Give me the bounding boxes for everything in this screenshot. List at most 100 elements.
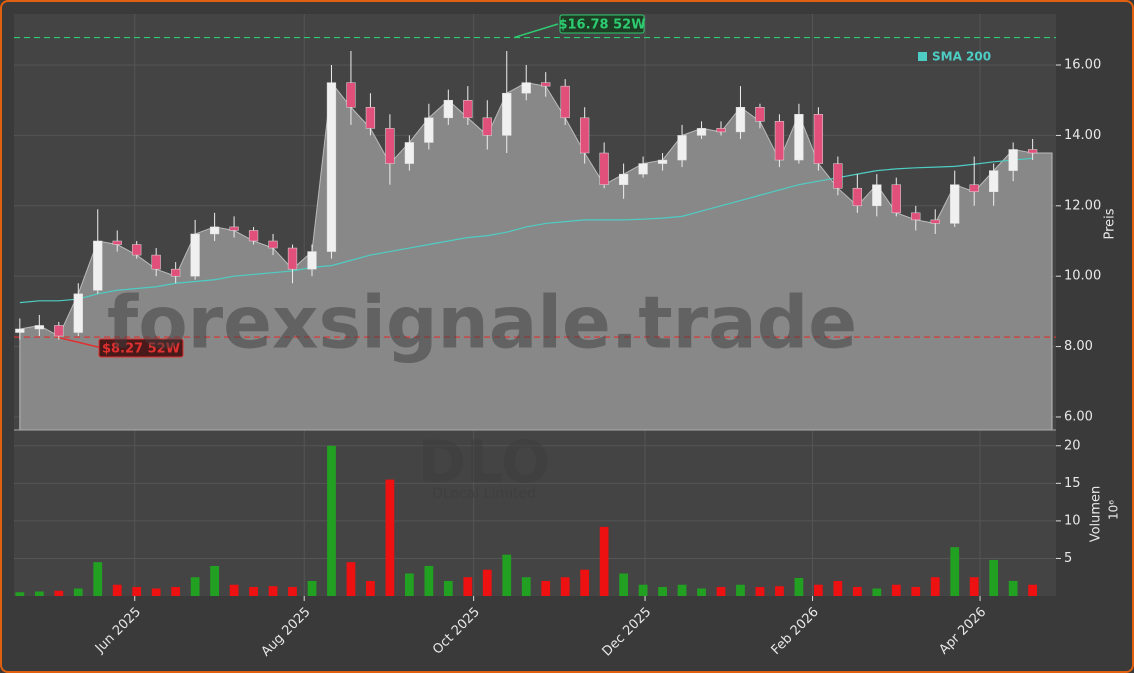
legend-label: SMA 200 [932,50,991,64]
candle-body [794,114,804,161]
ticker: DLO [418,428,550,496]
candle-body [696,128,707,136]
candle-body [930,219,940,224]
volume-bar [638,584,648,596]
candle-body [521,82,531,94]
candle-body [190,233,200,277]
candle-body [872,184,882,207]
volume-bar [521,577,531,596]
volume-bar [560,577,570,596]
volume-bar [463,577,473,596]
volume-bar [911,586,921,596]
volume-bar [852,586,862,596]
volume-bar [268,586,278,596]
volume-bar [151,588,161,596]
volume-bar [599,526,609,596]
annotation: $16.78 52W [558,18,645,33]
volume-bar [872,588,882,596]
volume-bar [619,573,629,596]
candle-body [657,159,668,164]
annotation-arrow [513,23,559,39]
volume-bar [346,562,356,596]
candle-body [404,142,415,164]
x-tick-label: Feb 2026 [769,605,822,658]
candle-body [463,99,473,119]
candle-body [560,85,570,119]
x-tick-label: Aug 2025 [259,605,314,660]
volume-bar [366,580,375,596]
volume-bar [775,586,784,596]
y-tick-label: 14.00 [1064,128,1101,143]
candle-body [229,226,239,231]
volume-bar [891,584,901,596]
candle-body [326,82,337,252]
annotation: $8.27 52W [102,342,180,357]
candle-body [424,117,434,143]
annotation-box [98,338,184,358]
candle-body [385,128,395,164]
candle-body [911,212,921,221]
volume-bar [34,591,44,596]
volume-bar [716,586,726,596]
candle-body [891,184,901,214]
candle-body [950,184,960,224]
candle-body [112,240,122,245]
candle-body [599,152,609,185]
candle-body [755,107,765,122]
candle-body [541,82,551,87]
candle-body [132,244,142,256]
volume-bar [794,577,804,596]
y-tick-label: 16.00 [1064,58,1101,73]
candle-body [365,107,376,129]
candle-body [268,240,278,249]
volume-bar [73,588,83,596]
candle-body [735,107,746,133]
legend-swatch [918,52,927,61]
x-tick-label: Dec 2025 [600,605,655,660]
candle-body [307,251,317,270]
volume-bar [736,584,745,596]
volume-bar [580,569,590,596]
x-tick-label: Oct 2025 [430,605,483,658]
y-tick-label: 6.00 [1064,409,1093,424]
annotation-box [559,14,645,34]
volume-bar [1028,584,1038,596]
candle-body [852,187,862,207]
candle-body [15,328,25,333]
candle-body [833,163,843,189]
candle-body [677,135,687,161]
volume-bar [190,577,200,596]
y-label: Preis [1103,208,1118,239]
candle-body [151,254,161,270]
y2-tick-label: 10 [1064,513,1081,528]
volume-bar [249,586,258,596]
volume-bar [15,592,25,596]
volume-bar [833,580,843,596]
y2-label: Volumen [1089,486,1104,543]
candle-body [34,325,44,330]
watermark: forexsignale.trade [107,281,857,365]
volume-bar [930,577,940,596]
volume-bar [677,584,687,596]
volume-bar [443,580,453,596]
volume-bar [132,586,142,596]
y2-tick-label: 15 [1064,476,1081,491]
volume-bar [541,580,551,596]
candle-body [638,163,648,175]
candle-body [443,99,453,119]
volume-bar [327,445,336,596]
y2-tick-label: 20 [1064,438,1081,453]
candle-body [54,325,64,337]
volume-bar [697,588,706,596]
volume-bar [950,547,960,596]
volume-bar [658,586,667,596]
candle-body [482,117,492,136]
candle-body [73,293,83,333]
candle-body [171,268,181,277]
candle-body [989,170,999,192]
x-tick-label: Jun 2025 [92,605,144,657]
y2-unit: 10⁶ [1107,500,1121,520]
volume-bar [1008,580,1018,596]
volume-bar [307,580,317,596]
candle-body [1027,149,1038,154]
